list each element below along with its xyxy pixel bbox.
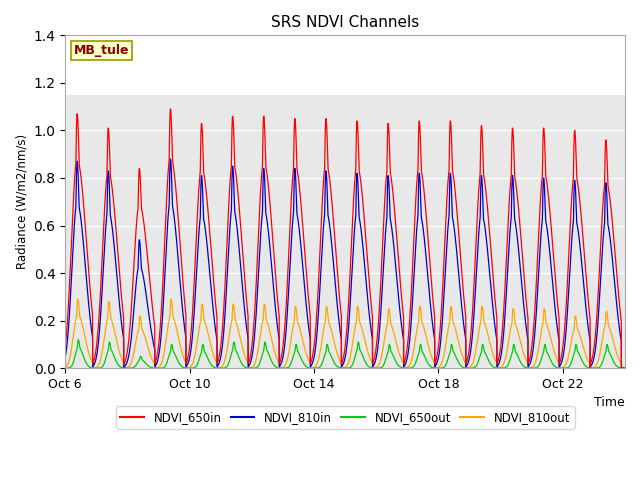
NDVI_650out	[211, 365, 219, 371]
NDVI_650out	[503, 363, 511, 369]
NDVI_810in	[612, 292, 620, 298]
NDVI_650out	[621, 365, 629, 371]
NDVI_650in	[621, 365, 629, 371]
NDVI_810out	[621, 365, 629, 371]
Text: MB_tule: MB_tule	[74, 44, 129, 57]
NDVI_650in	[166, 106, 174, 112]
NDVI_650in	[586, 365, 594, 371]
NDVI_650out	[412, 359, 420, 365]
NDVI_650out	[619, 365, 627, 371]
NDVI_650out	[74, 337, 82, 343]
NDVI_810out	[503, 348, 511, 353]
NDVI_810in	[93, 348, 101, 354]
NDVI_810out	[618, 365, 626, 371]
Line: NDVI_810in: NDVI_810in	[65, 159, 625, 368]
NDVI_650out	[612, 362, 620, 368]
NDVI_650in	[612, 260, 620, 266]
NDVI_810out	[412, 333, 420, 339]
NDVI_810out	[93, 364, 101, 370]
NDVI_650in	[503, 242, 511, 248]
NDVI_810in	[211, 323, 219, 329]
Bar	[65, 36, 625, 95]
Line: NDVI_810out: NDVI_810out	[65, 299, 625, 368]
NDVI_810in	[621, 365, 629, 371]
Legend: NDVI_650in, NDVI_810in, NDVI_650out, NDVI_810out: NDVI_650in, NDVI_810in, NDVI_650out, NDV…	[116, 407, 575, 429]
NDVI_650out	[61, 365, 69, 371]
NDVI_650out	[93, 365, 101, 371]
Title: SRS NDVI Channels: SRS NDVI Channels	[271, 15, 419, 30]
NDVI_650in	[93, 336, 101, 341]
Line: NDVI_650in: NDVI_650in	[65, 109, 625, 368]
NDVI_650in	[211, 295, 219, 300]
Y-axis label: Radiance (W/m2/nm/s): Radiance (W/m2/nm/s)	[15, 134, 28, 269]
NDVI_650in	[61, 343, 69, 348]
NDVI_810in	[61, 354, 69, 360]
X-axis label: Time: Time	[595, 396, 625, 409]
NDVI_810out	[211, 356, 219, 362]
NDVI_810in	[412, 239, 420, 244]
NDVI_810in	[503, 277, 511, 283]
NDVI_810out	[612, 347, 620, 353]
NDVI_650in	[412, 195, 420, 201]
NDVI_810in	[586, 365, 594, 371]
NDVI_810in	[404, 353, 412, 359]
NDVI_810out	[61, 364, 69, 370]
NDVI_810out	[74, 296, 81, 302]
Line: NDVI_650out: NDVI_650out	[65, 340, 625, 368]
NDVI_810in	[166, 156, 174, 162]
NDVI_810out	[404, 364, 412, 370]
NDVI_650in	[404, 341, 412, 347]
NDVI_650out	[404, 365, 412, 371]
